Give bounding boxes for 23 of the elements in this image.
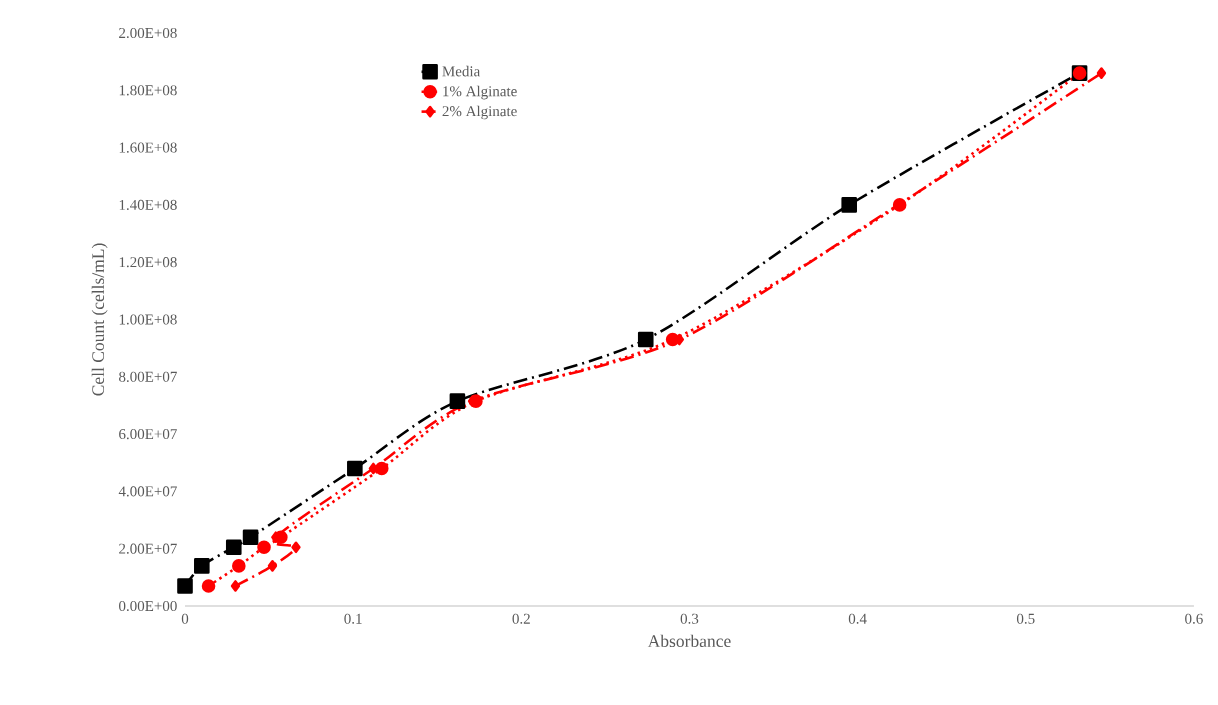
- y-tick-label: 2.00E+08: [119, 27, 177, 39]
- x-tick-label: 0.3: [680, 613, 699, 624]
- y-axis-title: Cell Count (cells/mL): [91, 243, 108, 396]
- legend-label: Media: [442, 65, 481, 77]
- legend-label: 2% Alginate: [442, 105, 517, 120]
- x-axis-title: Absorbance: [647, 634, 731, 648]
- y-tick-label: 8.00E+07: [119, 371, 177, 382]
- x-tick-label: 0.4: [848, 613, 867, 624]
- y-tick-label: 1.80E+08: [119, 85, 177, 96]
- y-tick-label: 1.40E+08: [119, 199, 177, 210]
- x-tick-label: 0.5: [1016, 613, 1035, 624]
- x-tick-label: 0.6: [1185, 613, 1203, 624]
- y-tick-label: 1.00E+08: [119, 314, 177, 325]
- x-tick-label: 0.2: [512, 613, 530, 624]
- y-tick-label: 2.00E+07: [119, 543, 177, 554]
- y-tick-label: 4.00E+07: [118, 486, 177, 497]
- legend-label: 1% Alginate: [443, 85, 517, 100]
- y-tick-label: 6.00E+07: [119, 429, 177, 440]
- y-tick-label: 1.60E+08: [119, 142, 177, 153]
- y-tick-label: 0.00E+00: [119, 600, 177, 612]
- x-tick-label: 0.1: [344, 613, 362, 624]
- y-tick-label: 1.20E+08: [119, 257, 177, 268]
- x-tick-label: 0: [181, 613, 189, 624]
